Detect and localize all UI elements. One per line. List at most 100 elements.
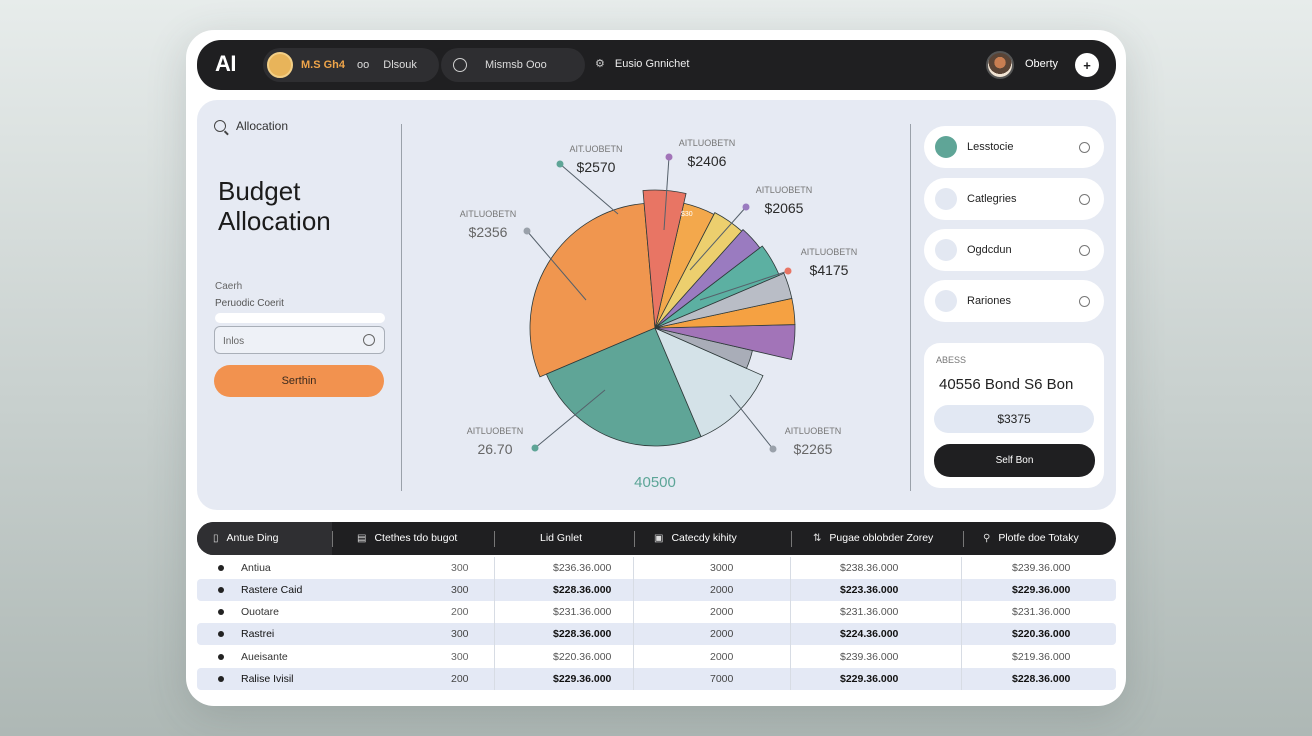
app-logo: AI (215, 51, 237, 76)
header-sep (963, 531, 964, 547)
cell-quantity: 2000 (710, 584, 734, 596)
annotation-value: $2265 (794, 441, 833, 457)
row-bullet-icon (218, 565, 224, 571)
col-header-2[interactable]: ▤ Ctethes tdo bugot (357, 532, 457, 544)
leader-dot (784, 267, 792, 275)
filter-option[interactable]: Ogdcdun (924, 229, 1104, 271)
chart-center-value: 40500 (634, 474, 676, 491)
text-input[interactable]: Inlos (214, 326, 385, 354)
col-header-3-label: Lid Gnlet (540, 532, 583, 544)
column-divider (633, 557, 634, 690)
col-header-4[interactable]: ▣ Catecdy kihity (654, 532, 737, 544)
cell-amount-3: $239.36.000 (1012, 562, 1071, 574)
pie-slice[interactable] (545, 327, 702, 447)
cell-name: Ralise Ivisil (241, 673, 294, 685)
radio-button[interactable] (1079, 141, 1090, 153)
leader-line (729, 394, 774, 450)
pie-slice[interactable] (654, 212, 743, 329)
cell-amount-1: $228.36.000 (553, 584, 612, 596)
column-divider (961, 557, 962, 690)
pie-slice[interactable] (654, 272, 793, 329)
search-field[interactable]: Allocation (214, 119, 288, 133)
cell-count: 300 (451, 651, 469, 663)
lock-icon: ▣ (654, 532, 664, 544)
submit-button[interactable]: Serthin (214, 365, 384, 397)
cell-amount-3: $228.36.000 (1012, 673, 1071, 685)
add-button[interactable]: + (1075, 53, 1099, 77)
table-row[interactable]: Antiua 300 $236.36.000 3000 $238.36.000 $239.… (197, 557, 1116, 579)
cell-name: Aueisante (241, 651, 288, 663)
leader-line (559, 163, 619, 215)
cell-amount-3: $229.36.000 (1012, 584, 1071, 596)
cell-amount-1: $236.36.000 (553, 562, 612, 574)
row-bullet-icon (218, 676, 224, 682)
summary-action-button[interactable]: Self Bon (934, 444, 1095, 477)
coin-icon (267, 52, 293, 78)
header-sep (494, 531, 495, 547)
filter-option[interactable]: Catlegries (924, 178, 1104, 220)
pie-slice[interactable] (529, 203, 656, 378)
slider-track[interactable] (215, 313, 385, 323)
cell-amount-2: $224.36.000 (840, 628, 899, 640)
cell-amount-2: $238.36.000 (840, 562, 899, 574)
cell-quantity: 7000 (710, 673, 734, 685)
header-sep (634, 531, 635, 547)
pie-slice[interactable] (654, 327, 764, 438)
doc-icon: ▯ (213, 532, 219, 544)
filter-option[interactable]: Rariones (924, 280, 1104, 322)
cell-amount-3: $219.36.000 (1012, 651, 1071, 663)
table-row[interactable]: Rastrei 300 $228.36.000 2000 $224.36.000 $220… (197, 623, 1116, 645)
col-header-3[interactable]: Lid Gnlet (540, 532, 582, 544)
pie-slice[interactable] (654, 229, 761, 329)
wallet-pill[interactable]: M.S Gh4 oo Dlsouk (263, 48, 439, 82)
cell-name: Ouotare (241, 606, 279, 618)
user-icon: ⚲ (983, 532, 991, 544)
cell-quantity: 2000 (710, 606, 734, 618)
table-row[interactable]: Ouotare 200 $231.36.000 2000 $231.36.000 $231… (197, 601, 1116, 623)
col-header-1-label: Antue Ding (226, 532, 279, 544)
annotation-value: $2065 (765, 200, 804, 216)
col-header-6[interactable]: ⚲ Plotfe doe Totaky (983, 532, 1079, 544)
annotation-caption: AITLUOBETN (801, 247, 858, 257)
leader-line (526, 230, 587, 301)
cell-amount-2: $231.36.000 (840, 606, 899, 618)
slice-inner-label: $30 (681, 211, 693, 218)
table-row[interactable]: Ralise Ivisil 200 $229.36.000 7000 $229.36.0… (197, 668, 1116, 690)
cell-quantity: 2000 (710, 651, 734, 663)
field-label: Caerh (215, 281, 243, 292)
radio-button[interactable] (1079, 193, 1090, 205)
col-header-4-label: Catecdy kihity (671, 532, 737, 544)
cell-name: Antiua (241, 562, 271, 574)
summary-title: 40556 Bond S6 Bon (939, 376, 1074, 393)
table-header: ▯ Antue Ding ▤ Ctethes tdo bugot Lid Gnlet… (197, 522, 1116, 555)
table-row[interactable]: Aueisante 300 $220.36.000 2000 $239.36.000 $2… (197, 646, 1116, 668)
filter-option[interactable]: Lesstocie (924, 126, 1104, 168)
leader-dot (523, 227, 531, 235)
page-title-line1: Budget (218, 176, 301, 206)
pie-slice[interactable] (654, 245, 780, 329)
col-header-5[interactable]: ⇅ Pugae oblobder Zorey (813, 532, 933, 544)
circle-icon (453, 58, 467, 72)
annotation-value: 26.70 (477, 441, 512, 457)
cell-amount-2: $229.36.000 (840, 673, 899, 685)
radio-button[interactable] (1079, 295, 1090, 307)
sort-icon: ⇅ (813, 532, 822, 544)
cell-name: Rastere Caid (241, 584, 303, 596)
summary-caption: ABESS (936, 355, 967, 365)
pie-slice[interactable] (642, 189, 687, 329)
field-sublabel: Peruodic Coerit (215, 298, 284, 309)
col-header-1[interactable]: ▯ Antue Ding (213, 532, 278, 544)
option-dot-icon (935, 239, 957, 261)
annotation-caption: AITLUOBETN (460, 209, 517, 219)
avatar[interactable] (986, 51, 1014, 79)
header-sep (332, 531, 333, 547)
top-nav-link[interactable]: ⚙ Eusio Gnnichet (595, 57, 689, 71)
leader-dot (531, 444, 539, 452)
row-bullet-icon (218, 609, 224, 615)
status-pill[interactable]: Mismsb Ooo (441, 48, 585, 82)
radio-button[interactable] (1079, 244, 1090, 256)
table-row[interactable]: Rastere Caid 300 $228.36.000 2000 $223.36.00… (197, 579, 1116, 601)
cell-amount-3: $231.36.000 (1012, 606, 1071, 618)
status-pill-label: Mismsb Ooo (485, 59, 547, 71)
username: Oberty (1025, 58, 1059, 70)
